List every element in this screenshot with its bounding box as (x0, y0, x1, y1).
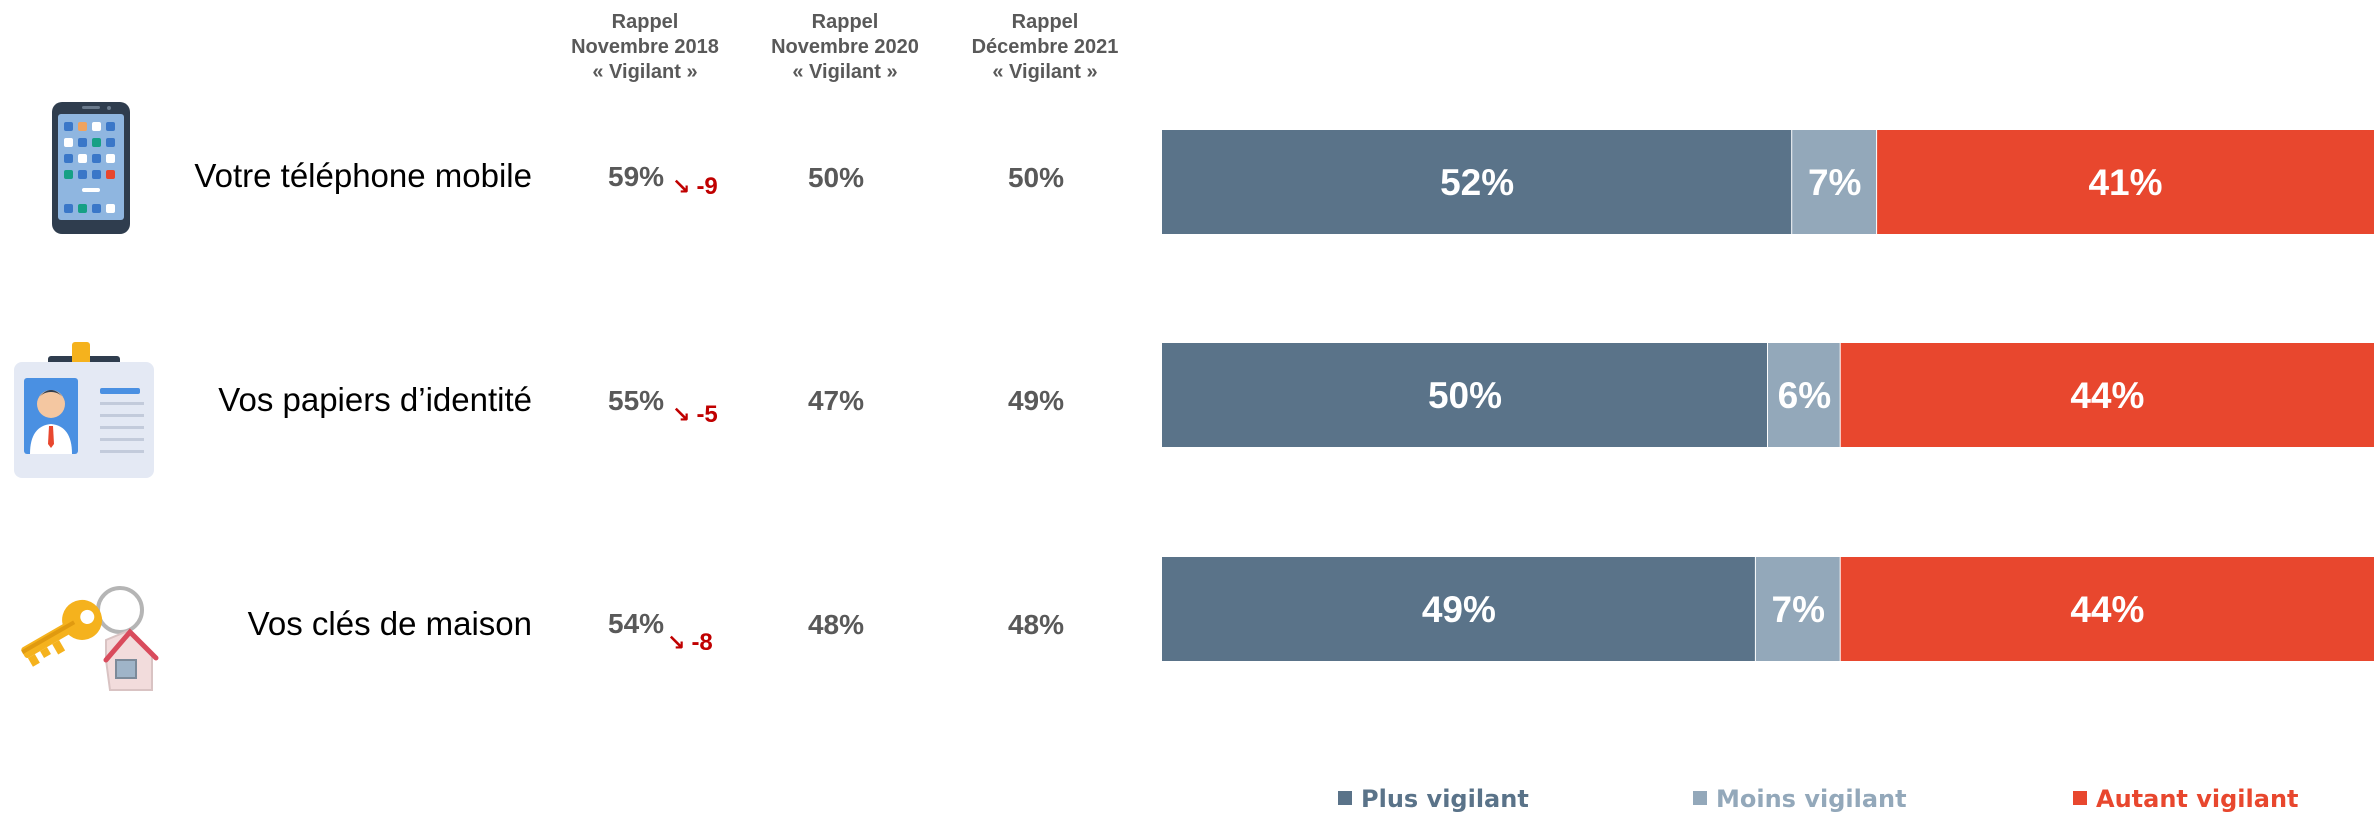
column-header-line: Novembre 2018 (571, 36, 719, 58)
bar-segment (1162, 130, 1793, 234)
legend-swatch (2073, 791, 2087, 805)
delta-value: -5 (696, 401, 718, 428)
column-header-line: Rappel (811, 11, 879, 33)
column-header-line: Décembre 2021 (971, 36, 1119, 58)
bar-data-label: 44% (2070, 589, 2144, 630)
column-header-line: Rappel (1011, 11, 1079, 33)
delta-value: -9 (696, 173, 718, 200)
legend-label: Plus vigilant (1361, 785, 1529, 813)
value-nov2018-id-papers: 55% (608, 385, 665, 416)
column-header-nov2020: Rappel Novembre 2020 « Vigilant » (760, 10, 930, 85)
legend-swatch (1693, 791, 1707, 805)
house-keys-icon (10, 580, 160, 700)
value-nov2018-mobile: 59% (608, 161, 665, 192)
value-nov2020-house-keys: 48% (807, 609, 865, 640)
bar-segment (1162, 343, 1768, 447)
delta-mobile: ↘ -9 (672, 172, 718, 203)
value-dec2021-id-papers: 49% (1007, 385, 1065, 416)
value-nov2018-house-keys: 54% (608, 608, 665, 639)
column-header-line: « Vigilant » (592, 61, 698, 83)
column-header-line: Rappel (611, 11, 679, 33)
bar-segment (1755, 557, 1841, 661)
legend-swatch (1338, 791, 1352, 805)
delta-value: -8 (691, 629, 713, 656)
legend-label: Autant vigilant (2096, 785, 2299, 813)
bar-data-label: 7% (1808, 162, 1861, 203)
arrow-down-right-icon: ↘ (667, 631, 686, 656)
row-label-house-keys: Vos clés de maison (247, 605, 532, 642)
smartphone-icon (48, 100, 134, 236)
row-label-mobile: Votre téléphone mobile (194, 157, 532, 194)
bar-segment (1877, 130, 2374, 234)
bar-data-label: 7% (1772, 589, 1825, 630)
legend-item-autant-vigilant: Autant vigilant (2073, 784, 2299, 814)
value-dec2021-mobile: 50% (1007, 162, 1065, 193)
bar-data-label: 49% (1422, 589, 1496, 630)
row-label-id-papers: Vos papiers d’identité (218, 381, 532, 418)
arrow-down-right-icon: ↘ (672, 175, 691, 200)
bar-segment (1792, 130, 1877, 234)
column-header-line: Novembre 2020 (771, 36, 919, 58)
legend-item-moins-vigilant: Moins vigilant (1693, 784, 1907, 814)
column-header-line: « Vigilant » (992, 61, 1098, 83)
value-dec2021-house-keys: 48% (1007, 609, 1065, 640)
id-badge-icon (12, 340, 156, 480)
bar-data-label: 6% (1778, 375, 1831, 416)
bar-data-label: 44% (2070, 375, 2144, 416)
bar-data-label: 41% (2088, 162, 2162, 203)
bar-segment (1162, 557, 1756, 661)
arrow-down-right-icon: ↘ (672, 403, 691, 428)
column-header-nov2018: Rappel Novembre 2018 « Vigilant » (560, 10, 730, 85)
delta-id-papers: ↘ -5 (672, 400, 718, 431)
column-header-line: « Vigilant » (792, 61, 898, 83)
delta-house-keys: ↘ -8 (667, 628, 713, 659)
value-nov2020-id-papers: 47% (807, 385, 865, 416)
bar-segment (1840, 557, 2374, 661)
bar-data-label: 52% (1440, 162, 1514, 203)
bar-segment (1840, 343, 2374, 447)
value-nov2020-mobile: 50% (807, 162, 865, 193)
column-header-dec2021: Rappel Décembre 2021 « Vigilant » (960, 10, 1130, 85)
legend-item-plus-vigilant: Plus vigilant (1338, 784, 1529, 814)
bar-data-label: 50% (1428, 375, 1502, 416)
legend-label: Moins vigilant (1716, 785, 1907, 813)
bar-segment (1768, 343, 1841, 447)
